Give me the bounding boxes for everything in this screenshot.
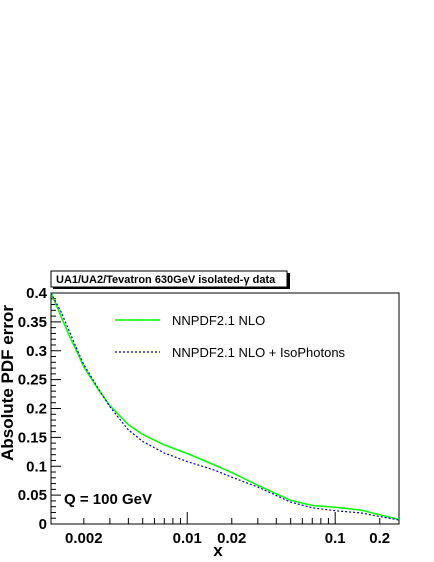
y-tick-label: 0.3 (26, 343, 47, 360)
series-line-0 (50, 292, 400, 521)
y-tick-label: 0 (39, 516, 47, 533)
y-axis-title: Absolute PDF error (0, 305, 17, 461)
y-tick-label: 0.25 (18, 372, 47, 389)
x-tick-label: 0.01 (173, 530, 202, 547)
chart-title: UA1/UA2/Tevatron 630GeV isolated-γ data (56, 274, 276, 286)
x-tick-label: 0.2 (369, 530, 390, 547)
x-tick-labels: 0.002 0.01 0.02 0.1 0.2 (65, 530, 390, 547)
x-tick-label: 0.02 (217, 530, 246, 547)
axis-ticks (51, 292, 381, 525)
y-tick-label: 0.4 (26, 285, 48, 302)
chart-title-box: UA1/UA2/Tevatron 630GeV isolated-γ data (50, 270, 290, 289)
x-tick-label: 0.002 (65, 530, 103, 547)
x-axis-title: x (213, 541, 223, 560)
series-line-1 (50, 292, 400, 521)
y-tick-label: 0.05 (18, 487, 47, 504)
y-tick-label: 0.1 (26, 458, 47, 475)
legend: NNPDF2.1 NLO NNPDF2.1 NLO + IsoPhotons (115, 313, 346, 360)
x-tick-label: 0.1 (325, 530, 346, 547)
y-tick-label: 0.2 (26, 401, 47, 418)
y-tick-label: 0.15 (18, 429, 47, 446)
y-tick-label: 0.35 (18, 314, 47, 331)
y-tick-labels: 0 0.05 0.1 0.15 0.2 0.25 0.3 0.35 0.4 (18, 285, 48, 533)
series-layer (50, 292, 400, 521)
scale-annotation: Q = 100 GeV (64, 491, 152, 508)
legend-label-nlo: NNPDF2.1 NLO (172, 313, 265, 328)
legend-label-isophotons: NNPDF2.1 NLO + IsoPhotons (172, 345, 346, 360)
